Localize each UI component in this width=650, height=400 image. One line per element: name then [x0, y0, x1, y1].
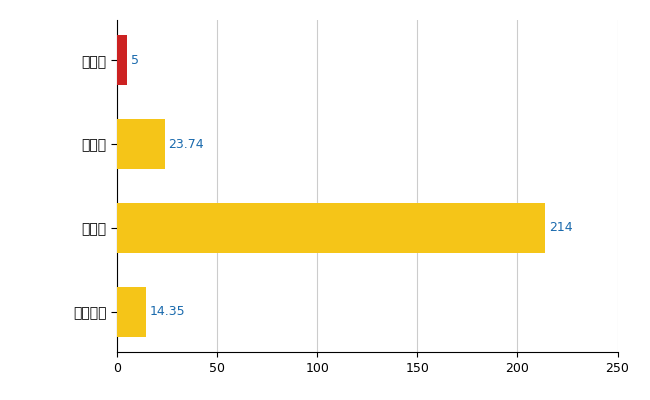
Text: 214: 214	[549, 222, 573, 234]
Bar	[117, 119, 164, 169]
Text: 23.74: 23.74	[168, 138, 204, 150]
Bar	[117, 203, 545, 253]
Bar	[117, 287, 146, 337]
Bar	[117, 35, 127, 85]
Text: 5: 5	[131, 54, 139, 67]
Text: 14.35: 14.35	[150, 305, 185, 318]
